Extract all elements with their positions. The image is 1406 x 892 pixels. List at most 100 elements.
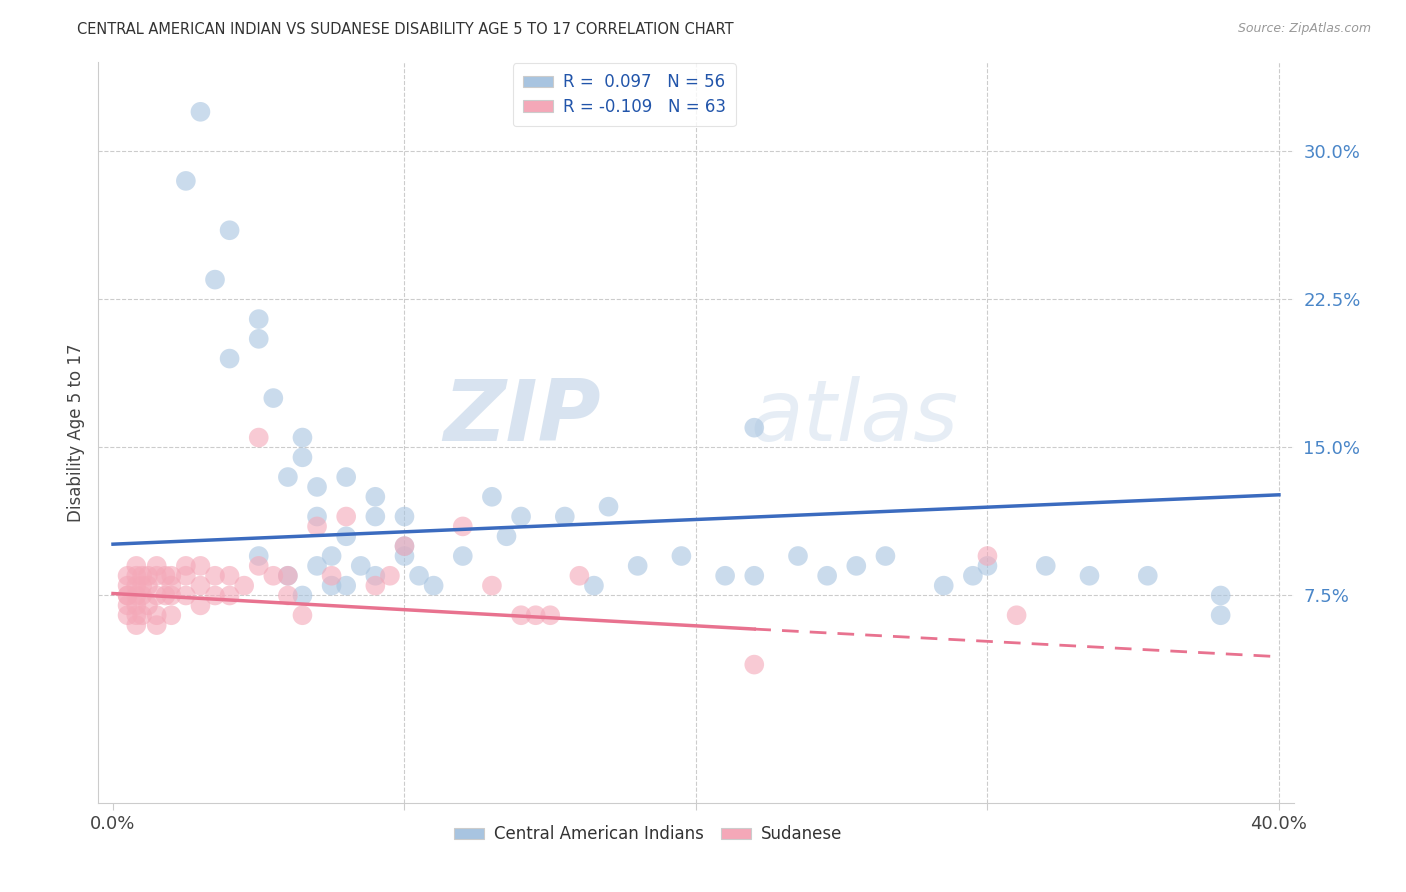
Point — [394, 539, 416, 553]
Point — [277, 470, 299, 484]
Point — [174, 568, 197, 582]
Point — [136, 579, 159, 593]
Point — [125, 579, 148, 593]
Point — [160, 579, 183, 593]
Point — [125, 618, 148, 632]
Point — [136, 568, 159, 582]
Point — [582, 579, 605, 593]
Point — [291, 608, 314, 623]
Point — [335, 470, 357, 484]
Point — [291, 589, 314, 603]
Point — [714, 568, 737, 582]
Point — [394, 549, 416, 563]
Point — [1005, 608, 1028, 623]
Point — [125, 558, 148, 573]
Point — [117, 599, 139, 613]
Point — [190, 599, 212, 613]
Point — [291, 450, 314, 465]
Point — [1136, 568, 1159, 582]
Point — [262, 568, 284, 582]
Point — [174, 174, 197, 188]
Point — [335, 509, 357, 524]
Point — [262, 391, 284, 405]
Point — [495, 529, 517, 543]
Point — [598, 500, 620, 514]
Point — [131, 568, 153, 582]
Point — [131, 589, 153, 603]
Y-axis label: Disability Age 5 to 17: Disability Age 5 to 17 — [66, 343, 84, 522]
Point — [815, 568, 838, 582]
Text: CENTRAL AMERICAN INDIAN VS SUDANESE DISABILITY AGE 5 TO 17 CORRELATION CHART: CENTRAL AMERICAN INDIAN VS SUDANESE DISA… — [77, 22, 734, 37]
Point — [160, 589, 183, 603]
Point — [671, 549, 693, 563]
Point — [335, 529, 357, 543]
Point — [117, 589, 139, 603]
Point — [190, 558, 212, 573]
Point — [125, 599, 148, 613]
Point — [174, 589, 197, 603]
Point — [524, 608, 547, 623]
Point — [160, 608, 183, 623]
Point — [481, 490, 503, 504]
Point — [117, 608, 139, 623]
Point — [627, 558, 650, 573]
Point — [155, 568, 177, 582]
Point — [962, 568, 984, 582]
Point — [277, 589, 299, 603]
Point — [451, 519, 474, 533]
Point — [218, 351, 240, 366]
Point — [145, 568, 167, 582]
Point — [218, 568, 240, 582]
Point — [160, 568, 183, 582]
Point — [218, 589, 240, 603]
Point — [378, 568, 401, 582]
Point — [742, 568, 765, 582]
Point — [277, 568, 299, 582]
Legend: Central American Indians, Sudanese: Central American Indians, Sudanese — [447, 819, 849, 850]
Point — [875, 549, 897, 563]
Point — [145, 589, 167, 603]
Point — [145, 618, 167, 632]
Point — [145, 608, 167, 623]
Point — [742, 657, 765, 672]
Point — [394, 539, 416, 553]
Point — [321, 549, 343, 563]
Point — [125, 568, 148, 582]
Point — [1035, 558, 1057, 573]
Point — [305, 558, 328, 573]
Point — [247, 332, 270, 346]
Point — [190, 104, 212, 119]
Point — [125, 589, 148, 603]
Point — [364, 579, 387, 593]
Point — [125, 608, 148, 623]
Point — [1209, 608, 1232, 623]
Point — [131, 579, 153, 593]
Point — [787, 549, 810, 563]
Text: ZIP: ZIP — [443, 376, 600, 459]
Point — [305, 509, 328, 524]
Point — [204, 589, 226, 603]
Point — [568, 568, 591, 582]
Point — [976, 558, 998, 573]
Point — [247, 312, 270, 326]
Point — [481, 579, 503, 593]
Point — [117, 579, 139, 593]
Point — [976, 549, 998, 563]
Point — [335, 579, 357, 593]
Point — [394, 509, 416, 524]
Point — [145, 558, 167, 573]
Point — [321, 568, 343, 582]
Point — [155, 589, 177, 603]
Point — [131, 608, 153, 623]
Point — [350, 558, 373, 573]
Point — [218, 223, 240, 237]
Point — [247, 431, 270, 445]
Point — [422, 579, 444, 593]
Point — [321, 579, 343, 593]
Point — [364, 568, 387, 582]
Point — [845, 558, 868, 573]
Point — [554, 509, 576, 524]
Point — [932, 579, 955, 593]
Point — [364, 509, 387, 524]
Text: atlas: atlas — [751, 376, 959, 459]
